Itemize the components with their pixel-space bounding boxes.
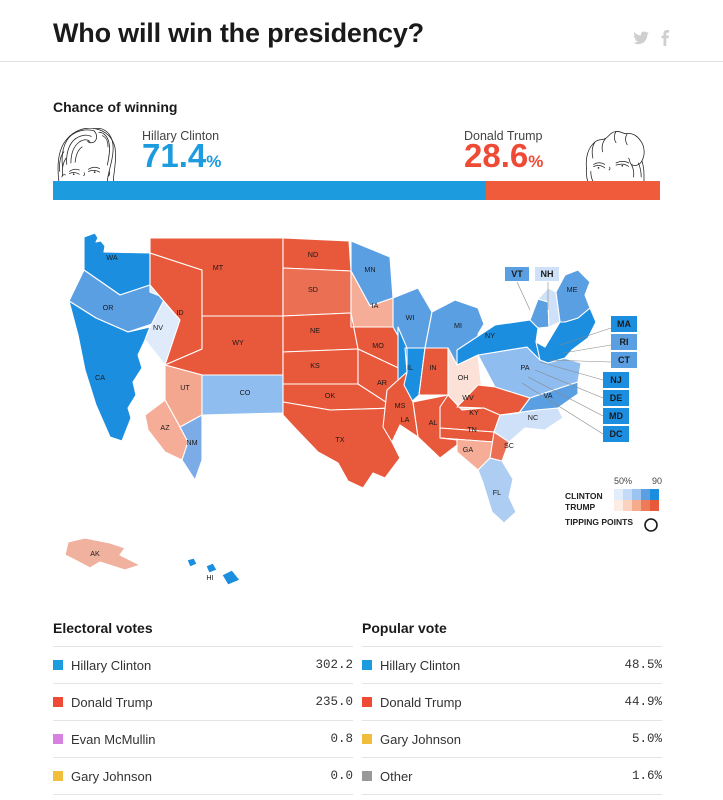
svg-text:DC: DC [610, 429, 623, 439]
svg-text:FL: FL [493, 488, 501, 497]
svg-text:90: 90 [652, 476, 662, 486]
svg-text:TN: TN [467, 425, 477, 434]
svg-text:OH: OH [458, 373, 469, 382]
svg-text:KS: KS [310, 361, 320, 370]
svg-text:LA: LA [401, 415, 410, 424]
svg-text:OK: OK [325, 391, 336, 400]
svg-text:AL: AL [429, 418, 438, 427]
svg-text:ME: ME [567, 285, 578, 294]
svg-text:TX: TX [335, 435, 344, 444]
svg-text:MA: MA [617, 319, 631, 329]
svg-text:NM: NM [186, 438, 197, 447]
svg-text:OR: OR [103, 303, 114, 312]
svg-text:MN: MN [364, 265, 375, 274]
svg-text:CT: CT [618, 355, 630, 365]
svg-text:DE: DE [610, 393, 623, 403]
svg-text:NY: NY [485, 331, 495, 340]
svg-text:CLINTON: CLINTON [565, 491, 603, 501]
svg-text:MT: MT [213, 263, 224, 272]
svg-text:RI: RI [620, 337, 629, 347]
svg-text:VT: VT [511, 269, 523, 279]
svg-text:ID: ID [176, 308, 183, 317]
svg-text:KY: KY [469, 408, 479, 417]
svg-text:IN: IN [429, 363, 436, 372]
svg-text:GA: GA [463, 445, 474, 454]
svg-text:SC: SC [504, 441, 514, 450]
svg-text:MS: MS [395, 401, 406, 410]
svg-text:50%: 50% [614, 476, 632, 486]
svg-text:WA: WA [106, 253, 118, 262]
svg-text:MD: MD [609, 411, 623, 421]
svg-text:NV: NV [153, 323, 163, 332]
svg-text:TRUMP: TRUMP [565, 502, 596, 512]
svg-text:NC: NC [528, 413, 538, 422]
svg-text:NJ: NJ [610, 375, 622, 385]
svg-text:TIPPING POINTS: TIPPING POINTS [565, 517, 633, 527]
svg-text:SD: SD [308, 285, 318, 294]
svg-text:PA: PA [520, 363, 529, 372]
svg-text:NE: NE [310, 326, 320, 335]
svg-text:AZ: AZ [160, 423, 170, 432]
svg-text:IA: IA [372, 301, 379, 310]
svg-text:WV: WV [462, 393, 474, 402]
svg-text:WI: WI [406, 313, 415, 322]
svg-text:VA: VA [543, 391, 552, 400]
svg-text:MO: MO [372, 341, 384, 350]
svg-text:NH: NH [541, 269, 554, 279]
svg-text:UT: UT [180, 383, 190, 392]
svg-text:IL: IL [407, 363, 413, 372]
svg-text:WY: WY [232, 338, 244, 347]
svg-text:ND: ND [308, 250, 318, 259]
svg-text:HI: HI [206, 573, 213, 582]
svg-text:AK: AK [90, 549, 100, 558]
svg-text:CO: CO [240, 388, 251, 397]
svg-text:AR: AR [377, 378, 387, 387]
svg-text:MI: MI [454, 321, 462, 330]
svg-text:CA: CA [95, 373, 105, 382]
